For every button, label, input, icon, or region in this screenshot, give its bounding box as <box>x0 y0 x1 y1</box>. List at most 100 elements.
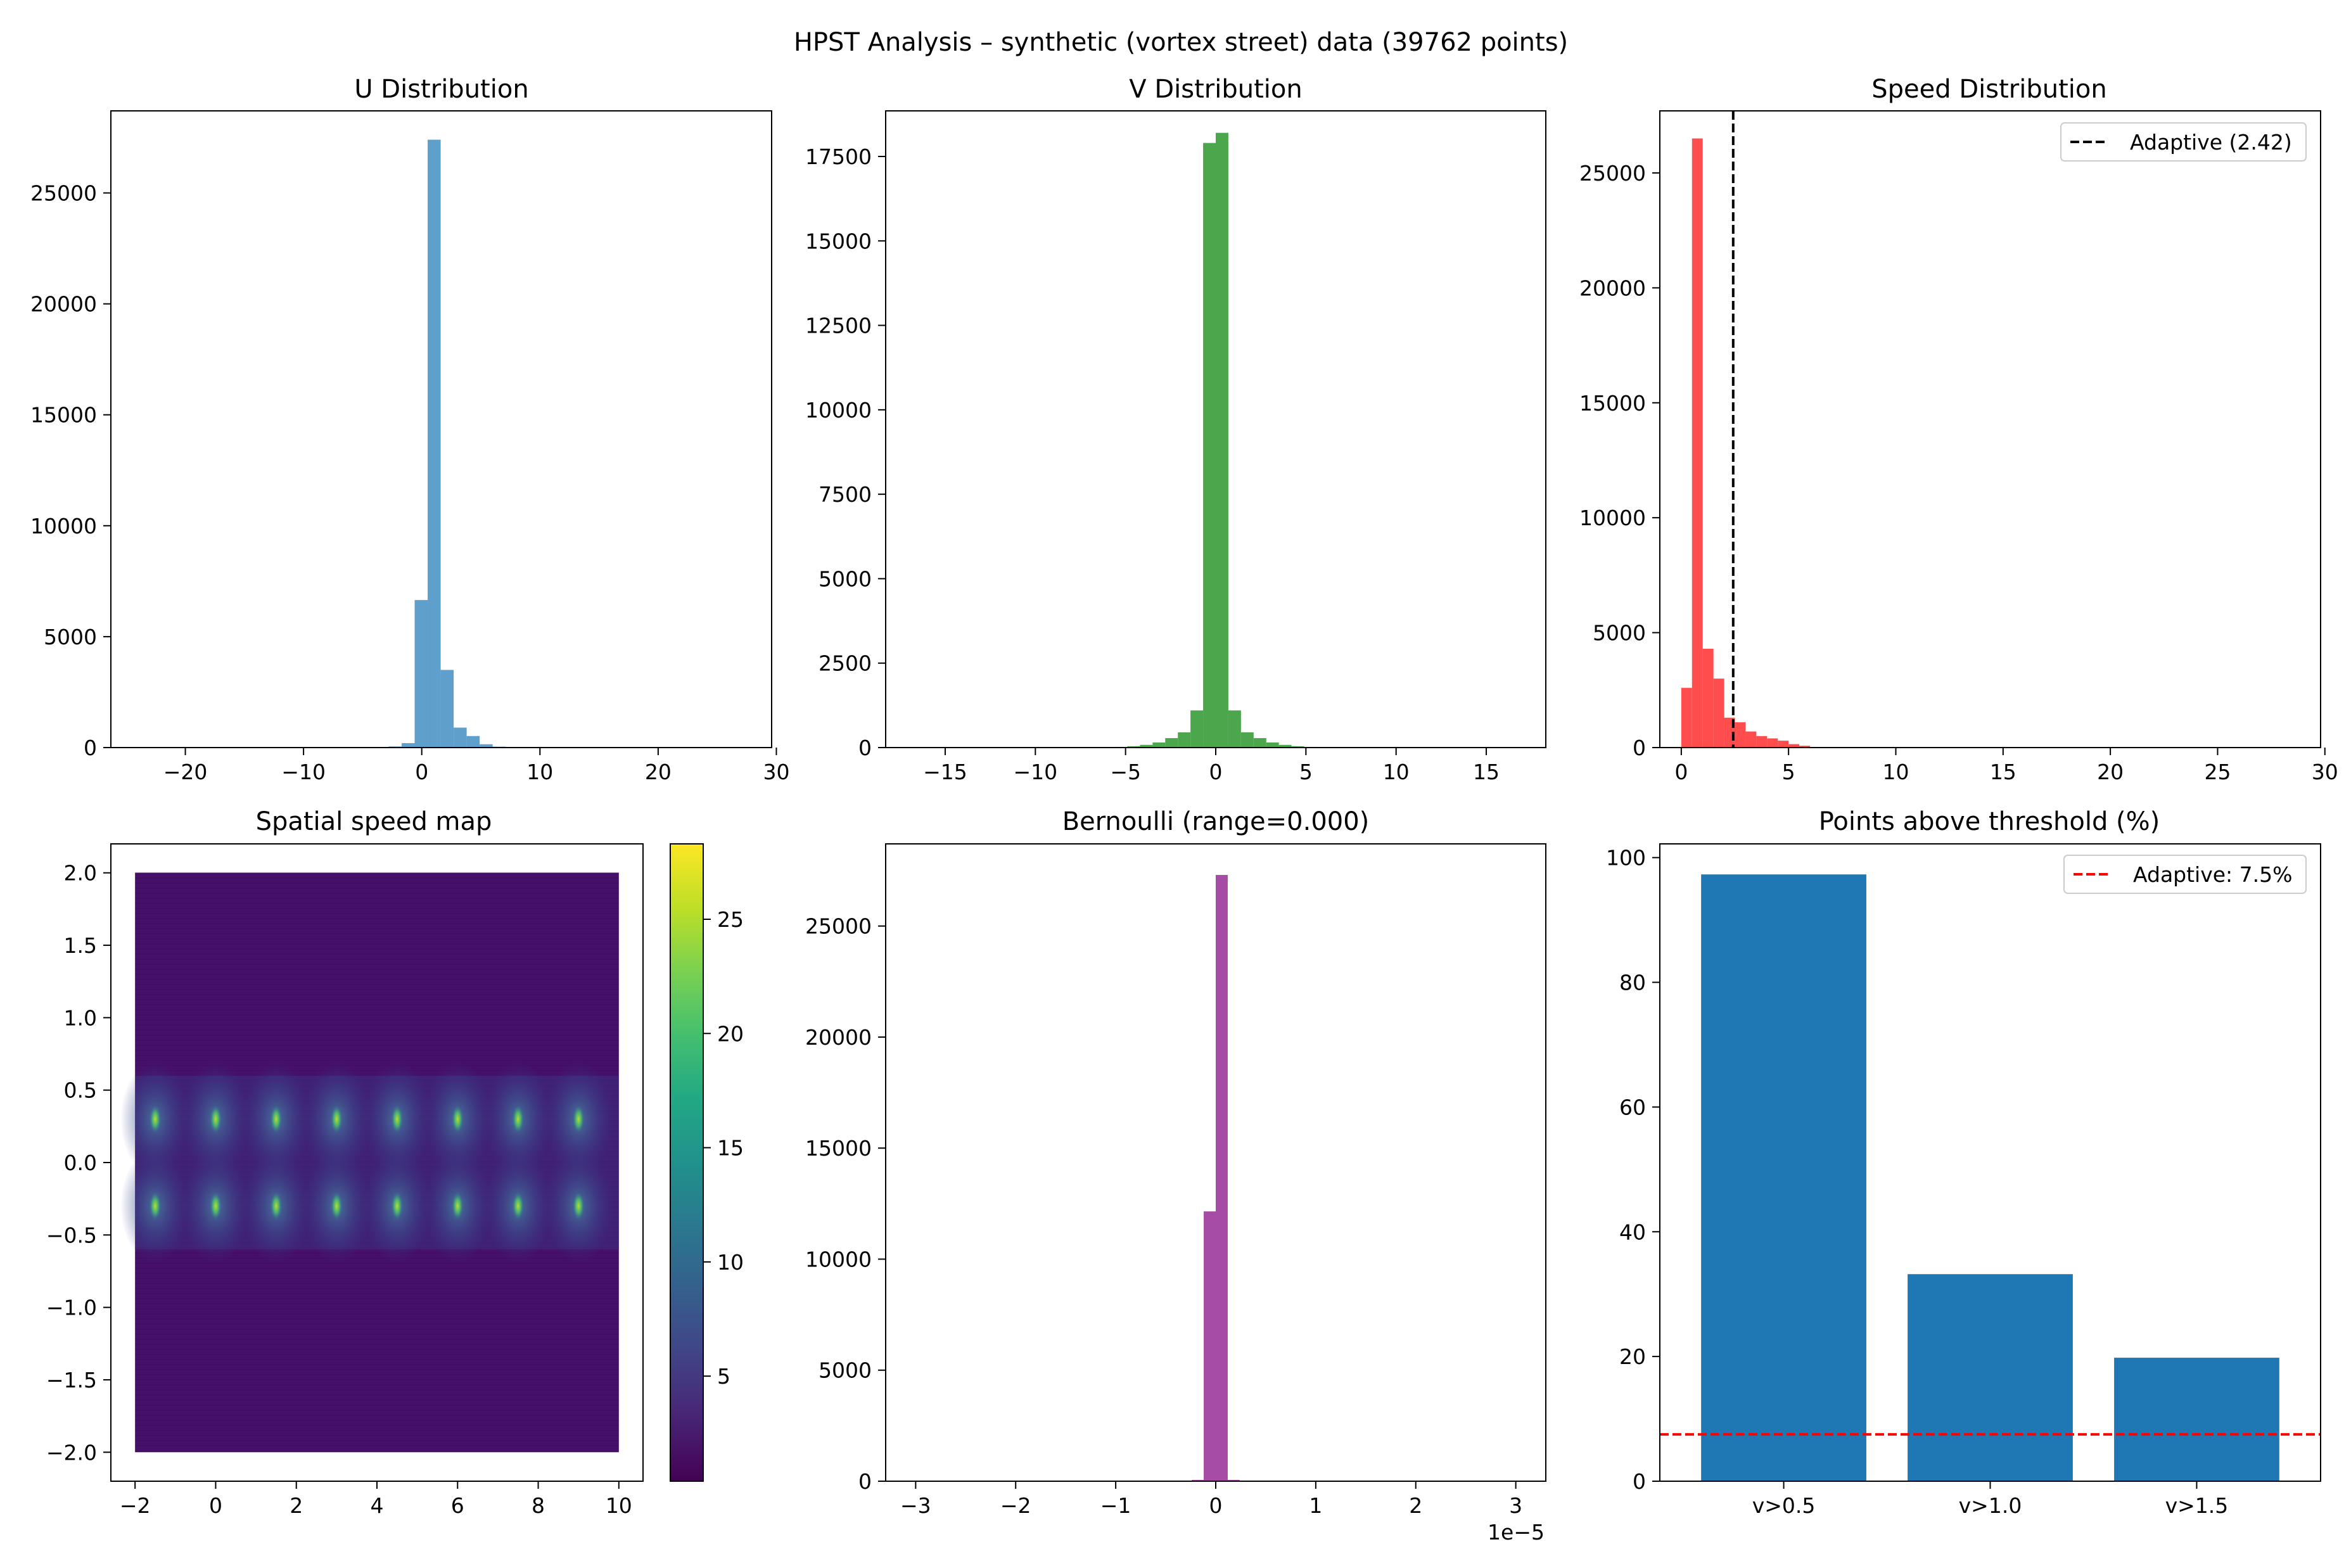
vortex-core <box>573 1192 585 1220</box>
x-tick-label: 0 <box>209 1493 222 1518</box>
y-tick-label: 5000 <box>819 566 872 591</box>
colorbar-tick-label: 15 <box>717 1136 744 1161</box>
axes-frame <box>885 843 1546 1482</box>
histogram-bar <box>1681 687 1692 748</box>
spatial-map-axes: −2 0 2 4 6 8 10 −2.0 −1.5 −1.0 −0.5 0.0 0.5 1.0 1.5 2.0 <box>46 843 644 1518</box>
histogram-bar <box>428 139 441 748</box>
x-tick-label: −5 <box>1110 760 1141 784</box>
speed-legend-box <box>2060 122 2307 162</box>
threshold-axes: v>0.5 v>1.0 v>1.5 0 20 40 60 80 100 <box>1606 843 2321 1518</box>
y-tick-label: 25000 <box>805 914 872 939</box>
histogram-bar <box>1735 722 1746 748</box>
x-tick-label: 2 <box>1409 1493 1422 1518</box>
y-tick-label: 20000 <box>1579 276 1646 300</box>
histogram-bar <box>1203 143 1216 748</box>
threshold-bar <box>1908 1274 2073 1481</box>
axes-frame <box>1659 843 2321 1482</box>
vortex-core <box>391 1105 403 1133</box>
histogram-bar <box>480 744 493 748</box>
x-tick-label: −20 <box>163 760 208 784</box>
colorbar-tick-label: 20 <box>717 1021 744 1046</box>
y-tick-label: 7500 <box>819 482 872 507</box>
y-tick-label: 0 <box>1633 1469 1646 1494</box>
x-tick-label: −10 <box>1013 760 1057 784</box>
y-tick-label: 0 <box>84 736 97 760</box>
x-tick-label: −2 <box>120 1493 151 1518</box>
threshold-title: Points above threshold (%) <box>1819 807 2160 836</box>
histogram-bar <box>1127 746 1140 748</box>
histogram-bar <box>1291 746 1304 748</box>
y-tick-label: 0 <box>858 736 872 760</box>
x-tick-label: 10 <box>526 760 553 784</box>
y-tick-label: 0 <box>1633 736 1646 760</box>
x-tick-label: 0 <box>1674 760 1688 784</box>
x-tick-label: −2 <box>1000 1493 1031 1518</box>
histogram-bar <box>1788 744 1800 748</box>
axes-frame <box>1659 110 2321 748</box>
y-tick-label: 0.5 <box>64 1078 97 1103</box>
x-tick-label: −15 <box>923 760 967 784</box>
u-distribution-title: U Distribution <box>354 75 528 104</box>
y-tick-label: 15000 <box>805 229 872 253</box>
y-tick-label: 15000 <box>30 403 97 428</box>
v-distribution-panel: V Distribution −15 −10 −5 0 5 10 15 0 2500 5000 75… <box>805 75 1546 784</box>
speed-distribution-title: Speed Distribution <box>1871 75 2106 104</box>
y-tick-label: 25000 <box>1579 161 1646 186</box>
x-tick-label: v>1.0 <box>1959 1493 2022 1518</box>
y-tick-label: 80 <box>1619 971 1646 995</box>
histogram-bar <box>414 600 428 748</box>
x-tick-label: 5 <box>1782 760 1795 784</box>
bernoulli-title: Bernoulli (range=0.000) <box>1062 807 1370 836</box>
y-tick-label: 10000 <box>805 398 872 423</box>
x-tick-label: −1 <box>1100 1493 1131 1518</box>
y-tick-label: 60 <box>1619 1095 1646 1119</box>
vortex-core <box>331 1105 343 1133</box>
vortex-core <box>150 1105 161 1133</box>
v-distribution-title: V Distribution <box>1129 75 1302 104</box>
spatial-speed-map-panel: Spatial speed map −2 0 2 4 6 8 10−2.0−1.5−1.0−… <box>46 807 744 1518</box>
histogram-bar <box>1253 738 1266 748</box>
y-tick-label: 5000 <box>819 1358 872 1383</box>
histogram-bar <box>1192 1479 1204 1481</box>
x-tick-label: 20 <box>645 760 672 784</box>
bernoulli-bars <box>1192 875 1240 1481</box>
threshold-bar <box>2114 1358 2279 1481</box>
speed-legend-label: Adaptive (2.42) <box>2130 130 2292 155</box>
histogram-bar <box>1799 746 1811 748</box>
y-tick-label: 0 <box>858 1469 872 1494</box>
bernoulli-axes: −3 −2 −1 0 1 2 3 0 5000 10000 15000 20000 25000 <box>805 843 1546 1518</box>
v-distribution-axes: −15 −10 −5 0 5 10 15 0 2500 5000 7500 10000 12500 150… <box>805 110 1546 784</box>
vortex-core <box>452 1105 464 1133</box>
y-tick-label: 2.0 <box>64 861 97 886</box>
histogram-bar <box>1227 1479 1240 1481</box>
vortex-core <box>512 1192 524 1220</box>
y-tick-label: 12500 <box>805 314 872 338</box>
y-tick-label: 15000 <box>1579 391 1646 416</box>
x-tick-label: 10 <box>606 1493 632 1518</box>
u-distribution-panel: U Distribution −20 −10 0 10 20 30 0 5000 10000 15… <box>30 75 789 784</box>
y-tick-label: −1.0 <box>46 1296 97 1320</box>
histogram-bar <box>1165 738 1178 748</box>
y-tick-label: 10000 <box>30 514 97 539</box>
figure-suptitle: HPST Analysis – synthetic (vortex street… <box>794 28 1568 57</box>
x-tick-label: 30 <box>2312 760 2338 784</box>
x-tick-label: 10 <box>1383 760 1410 784</box>
y-tick-label: 17500 <box>805 144 872 169</box>
spatial-map-image <box>120 872 619 1453</box>
y-tick-label: 10000 <box>805 1247 872 1272</box>
colorbar-tick-label: 10 <box>717 1250 744 1275</box>
histogram-bar <box>1713 679 1724 748</box>
speed-legend: Adaptive (2.42) <box>2060 122 2307 162</box>
bernoulli-offset-text: 1e−5 <box>1488 1520 1545 1545</box>
histogram-bar <box>1216 875 1228 1481</box>
u-distribution-bars <box>388 139 506 748</box>
colorbar-tick-label: 5 <box>717 1364 730 1389</box>
threshold-bars <box>1660 874 2321 1481</box>
histogram-bar <box>1767 738 1778 748</box>
histogram-bar <box>401 743 415 748</box>
histogram-bar <box>1240 732 1254 748</box>
y-tick-label: −2.0 <box>46 1440 97 1465</box>
histogram-bar <box>1778 741 1789 748</box>
histogram-bar <box>1204 1211 1216 1481</box>
x-tick-label: −10 <box>281 760 326 784</box>
